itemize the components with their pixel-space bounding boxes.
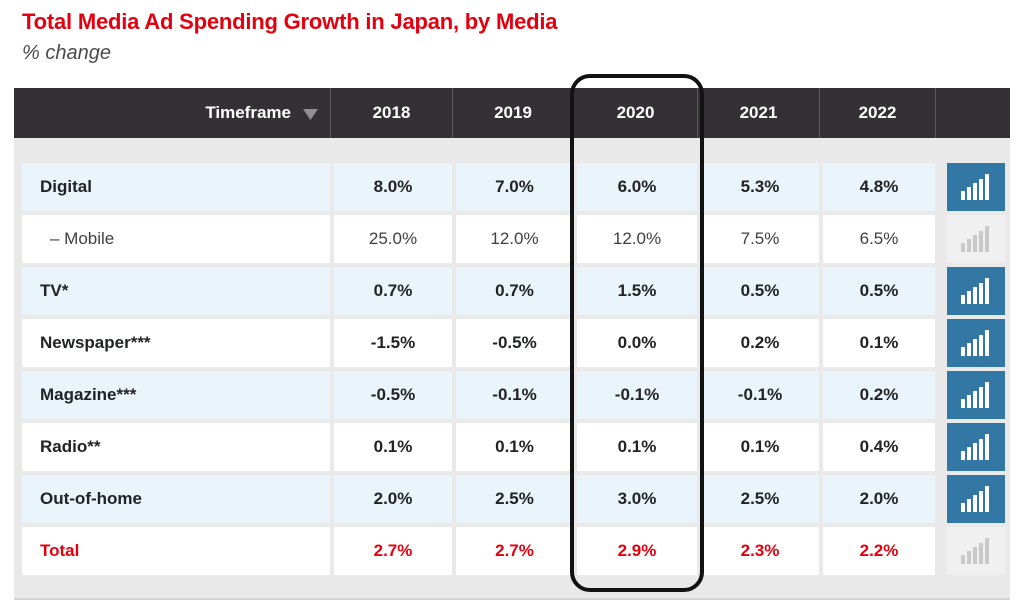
value-2020: 0.0% bbox=[573, 319, 697, 367]
bar-chart-button[interactable] bbox=[947, 423, 1005, 471]
timeframe-column-header[interactable]: Timeframe bbox=[14, 88, 330, 138]
table-row-total: Total 2.7% 2.7% 2.9% 2.3% 2.2% bbox=[14, 527, 1010, 575]
value-2021: 2.3% bbox=[697, 527, 819, 575]
row-label: Total bbox=[22, 527, 330, 575]
row-label: Magazine*** bbox=[22, 371, 330, 419]
bar-chart-icon bbox=[961, 330, 989, 356]
value-2020: 3.0% bbox=[573, 475, 697, 523]
value-2019: -0.5% bbox=[452, 319, 573, 367]
value-2020: 0.1% bbox=[573, 423, 697, 471]
data-table: Timeframe 2018 2019 2020 2021 2022 Digital 8.… bbox=[14, 88, 1010, 600]
sort-dropdown-icon[interactable] bbox=[303, 108, 318, 120]
bar-chart-icon bbox=[961, 382, 989, 408]
row-label: Newspaper*** bbox=[22, 319, 330, 367]
table-row-newspaper: Newspaper*** -1.5% -0.5% 0.0% 0.2% 0.1% bbox=[14, 319, 1010, 367]
table-row-out-of-home: Out-of-home 2.0% 2.5% 3.0% 2.5% 2.0% bbox=[14, 475, 1010, 523]
page-title: Total Media Ad Spending Growth in Japan,… bbox=[22, 9, 558, 34]
bar-chart-button[interactable] bbox=[947, 371, 1005, 419]
table-row-radio: Radio** 0.1% 0.1% 0.1% 0.1% 0.4% bbox=[14, 423, 1010, 471]
value-2020: 6.0% bbox=[573, 163, 697, 211]
value-2022: 2.0% bbox=[819, 475, 935, 523]
value-2018: 25.0% bbox=[330, 215, 452, 263]
bar-chart-icon bbox=[961, 486, 989, 512]
column-header-2022: 2022 bbox=[819, 88, 935, 138]
value-2022: 0.4% bbox=[819, 423, 935, 471]
table-row-mobile: – Mobile 25.0% 12.0% 12.0% 7.5% 6.5% bbox=[14, 215, 1010, 263]
value-2021: 0.5% bbox=[697, 267, 819, 315]
row-chart-icon-cell bbox=[935, 475, 1010, 523]
value-2018: 8.0% bbox=[330, 163, 452, 211]
value-2019: 2.7% bbox=[452, 527, 573, 575]
value-2019: -0.1% bbox=[452, 371, 573, 419]
row-label: TV* bbox=[22, 267, 330, 315]
bar-chart-button[interactable] bbox=[947, 267, 1005, 315]
bar-chart-button bbox=[947, 527, 1005, 575]
value-2019: 0.1% bbox=[452, 423, 573, 471]
value-2018: 0.1% bbox=[330, 423, 452, 471]
value-2021: 2.5% bbox=[697, 475, 819, 523]
value-2019: 12.0% bbox=[452, 215, 573, 263]
value-2022: 0.5% bbox=[819, 267, 935, 315]
bar-chart-icon bbox=[961, 278, 989, 304]
value-2021: 0.1% bbox=[697, 423, 819, 471]
column-header-2018: 2018 bbox=[330, 88, 452, 138]
value-2022: 4.8% bbox=[819, 163, 935, 211]
row-chart-icon-cell bbox=[935, 215, 1010, 263]
bar-chart-button[interactable] bbox=[947, 475, 1005, 523]
bar-chart-icon bbox=[961, 538, 989, 564]
bar-chart-icon bbox=[961, 226, 989, 252]
column-header-2020: 2020 bbox=[573, 88, 697, 138]
bar-chart-button[interactable] bbox=[947, 163, 1005, 211]
value-2021: 0.2% bbox=[697, 319, 819, 367]
row-label: Radio** bbox=[22, 423, 330, 471]
table-header-row: Timeframe 2018 2019 2020 2021 2022 bbox=[14, 88, 1010, 138]
icon-column-header bbox=[935, 88, 1010, 138]
value-2019: 0.7% bbox=[452, 267, 573, 315]
value-2019: 2.5% bbox=[452, 475, 573, 523]
row-chart-icon-cell bbox=[935, 319, 1010, 367]
table-footer bbox=[14, 579, 1010, 600]
table-row-magazine: Magazine*** -0.5% -0.1% -0.1% -0.1% 0.2% bbox=[14, 371, 1010, 419]
row-chart-icon-cell bbox=[935, 163, 1010, 211]
row-chart-icon-cell bbox=[935, 527, 1010, 575]
row-label: Out-of-home bbox=[22, 475, 330, 523]
value-2022: 0.2% bbox=[819, 371, 935, 419]
row-chart-icon-cell bbox=[935, 371, 1010, 419]
table-body: Digital 8.0% 7.0% 6.0% 5.3% 4.8% – Mobile 25.0%… bbox=[14, 163, 1010, 575]
value-2018: -1.5% bbox=[330, 319, 452, 367]
page-subtitle: % change bbox=[22, 42, 111, 64]
column-header-2021: 2021 bbox=[697, 88, 819, 138]
bar-chart-icon bbox=[961, 174, 989, 200]
row-chart-icon-cell bbox=[935, 267, 1010, 315]
value-2021: 7.5% bbox=[697, 215, 819, 263]
row-label: – Mobile bbox=[22, 215, 330, 263]
column-header-2019: 2019 bbox=[452, 88, 573, 138]
value-2018: 0.7% bbox=[330, 267, 452, 315]
value-2022: 0.1% bbox=[819, 319, 935, 367]
timeframe-header-label: Timeframe bbox=[205, 103, 291, 122]
table-row-tv: TV* 0.7% 0.7% 1.5% 0.5% 0.5% bbox=[14, 267, 1010, 315]
row-label: Digital bbox=[22, 163, 330, 211]
value-2018: 2.7% bbox=[330, 527, 452, 575]
bar-chart-button[interactable] bbox=[947, 319, 1005, 367]
value-2018: 2.0% bbox=[330, 475, 452, 523]
value-2020: -0.1% bbox=[573, 371, 697, 419]
value-2022: 6.5% bbox=[819, 215, 935, 263]
value-2022: 2.2% bbox=[819, 527, 935, 575]
table-row-digital: Digital 8.0% 7.0% 6.0% 5.3% 4.8% bbox=[14, 163, 1010, 211]
bar-chart-icon bbox=[961, 434, 989, 460]
bar-chart-button bbox=[947, 215, 1005, 263]
value-2018: -0.5% bbox=[330, 371, 452, 419]
header-body-spacer bbox=[14, 138, 1010, 163]
row-chart-icon-cell bbox=[935, 423, 1010, 471]
value-2021: -0.1% bbox=[697, 371, 819, 419]
value-2020: 12.0% bbox=[573, 215, 697, 263]
value-2020: 2.9% bbox=[573, 527, 697, 575]
value-2021: 5.3% bbox=[697, 163, 819, 211]
value-2020: 1.5% bbox=[573, 267, 697, 315]
value-2019: 7.0% bbox=[452, 163, 573, 211]
